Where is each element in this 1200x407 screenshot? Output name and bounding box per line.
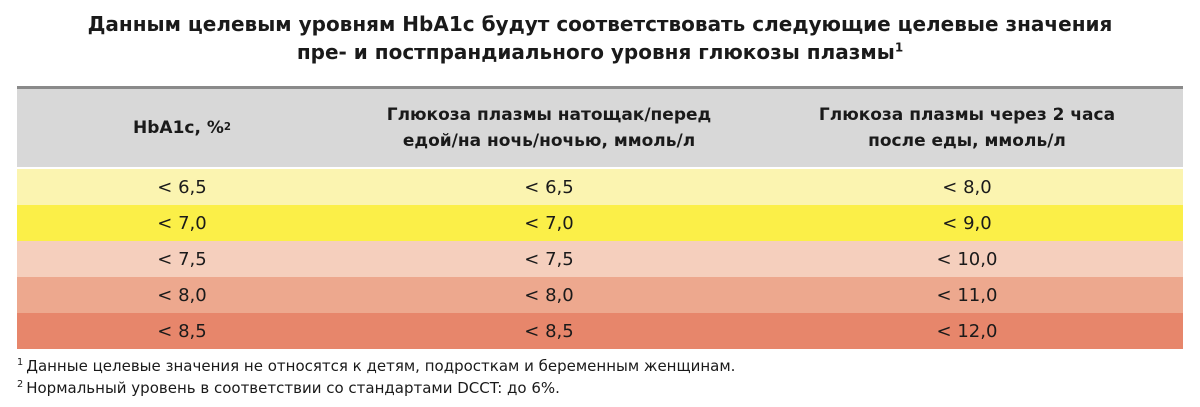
table-row: < 8,0 < 8,0 < 11,0 bbox=[17, 277, 1183, 313]
cell-postprandial: < 8,0 bbox=[942, 176, 992, 198]
cell-hba1c: < 6,5 bbox=[157, 176, 207, 198]
header-fasting-glucose: Глюкоза плазмы натощак/перед едой/на ноч… bbox=[347, 89, 751, 167]
table-row: < 8,5 < 8,5 < 12,0 bbox=[17, 313, 1183, 349]
header-postprandial-glucose: Глюкоза плазмы через 2 часа после еды, м… bbox=[751, 89, 1183, 167]
header-hba1c-text: HbA1c, % bbox=[133, 118, 224, 138]
cell-fasting: < 7,5 bbox=[524, 248, 574, 270]
targets-table: HbA1c, % 2 Глюкоза плазмы натощак/перед е… bbox=[17, 86, 1183, 349]
footnote-2: 2 Нормальный уровень в соответствии со ст… bbox=[17, 377, 1183, 399]
cell-postprandial: < 9,0 bbox=[942, 212, 992, 234]
cell-hba1c: < 7,5 bbox=[157, 248, 207, 270]
cell-fasting: < 7,0 bbox=[524, 212, 574, 234]
title-line-2-text: пре- и постпрандиального уровня глюкозы … bbox=[296, 40, 895, 64]
title-line-1: Данным целевым уровням HbA1c будут соотв… bbox=[87, 12, 1113, 36]
header-fasting-line-1: Глюкоза плазмы натощак/перед bbox=[386, 105, 712, 125]
table-row: < 7,0 < 7,0 < 9,0 bbox=[17, 205, 1183, 241]
cell-postprandial: < 11,0 bbox=[936, 284, 998, 306]
footnote-2-mark: 2 bbox=[17, 379, 24, 390]
cell-postprandial: < 12,0 bbox=[936, 320, 998, 342]
cell-fasting: < 6,5 bbox=[524, 176, 574, 198]
table-row: < 7,5 < 7,5 < 10,0 bbox=[17, 241, 1183, 277]
table-row: < 6,5 < 6,5 < 8,0 bbox=[17, 169, 1183, 205]
footnote-1-text: Данные целевые значения не относятся к д… bbox=[26, 357, 736, 375]
header-fasting-line-2: едой/на ночь/ночью, ммоль/л bbox=[402, 131, 696, 151]
title-footnote-mark: 1 bbox=[894, 40, 904, 55]
footnote-2-text: Нормальный уровень в соответствии со ста… bbox=[26, 379, 560, 397]
cell-fasting: < 8,0 bbox=[524, 284, 574, 306]
page-title: Данным целевым уровням HbA1c будут соотв… bbox=[0, 10, 1200, 66]
title-line-2: пре- и постпрандиального уровня глюкозы … bbox=[0, 38, 1200, 66]
footnote-1-mark: 1 bbox=[17, 357, 24, 368]
header-hba1c: HbA1c, % 2 bbox=[17, 89, 347, 167]
cell-hba1c: < 7,0 bbox=[157, 212, 207, 234]
footnotes: 1 Данные целевые значения не относятся к … bbox=[17, 355, 1183, 399]
header-post-line-2: после еды, ммоль/л bbox=[868, 131, 1066, 151]
cell-fasting: < 8,5 bbox=[524, 320, 574, 342]
footnote-1: 1 Данные целевые значения не относятся к … bbox=[17, 355, 1183, 377]
header-post-line-1: Глюкоза плазмы через 2 часа bbox=[818, 105, 1116, 125]
cell-hba1c: < 8,5 bbox=[157, 320, 207, 342]
cell-hba1c: < 8,0 bbox=[157, 284, 207, 306]
cell-postprandial: < 10,0 bbox=[936, 248, 998, 270]
table-header-row: HbA1c, % 2 Глюкоза плазмы натощак/перед е… bbox=[17, 89, 1183, 169]
